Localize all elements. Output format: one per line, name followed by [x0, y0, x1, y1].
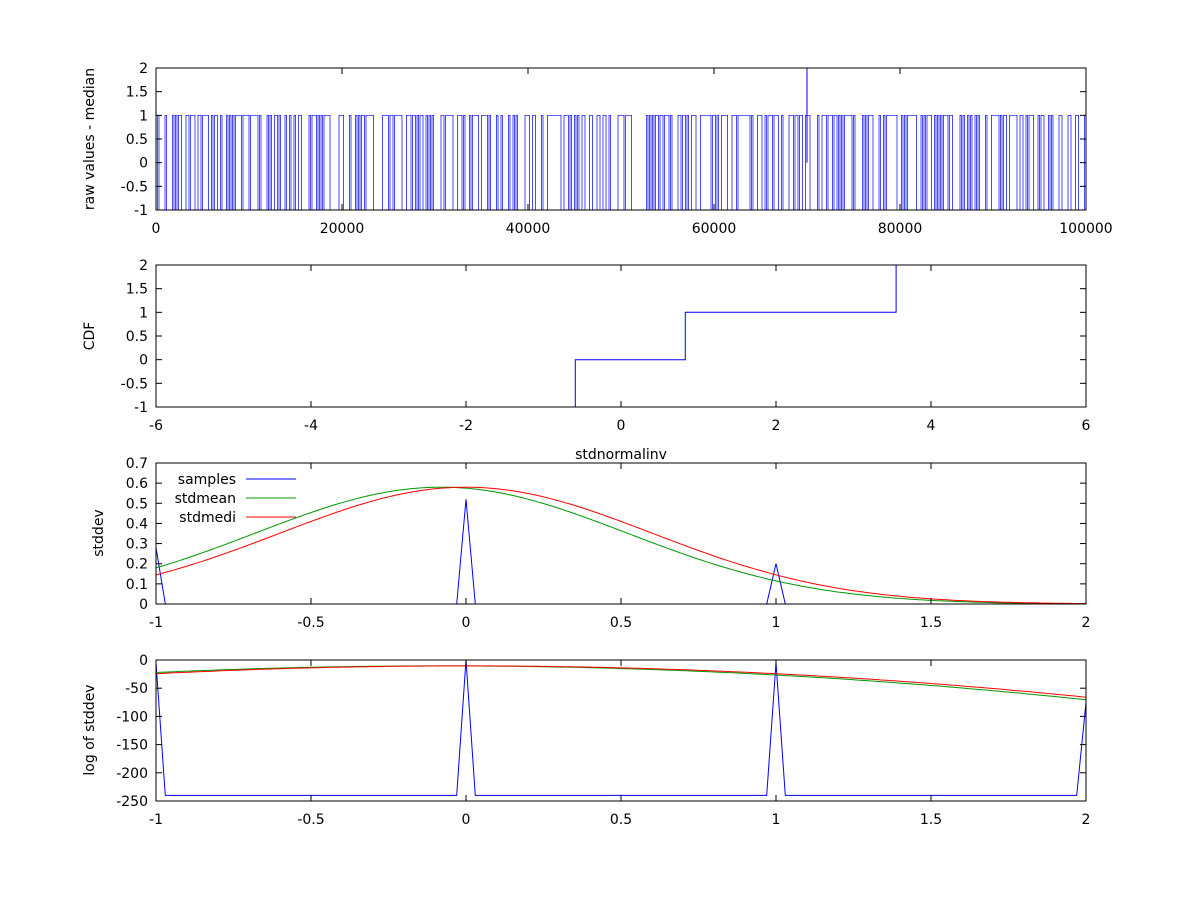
cdf-ticks: -6 -4 -2 0 2 4 6 -1 -0.5 0 0.5 1 1.5 2: [121, 258, 1091, 434]
cdf-y-tick-label: 0.5: [126, 329, 148, 345]
stddev-legend: samples stdmean stdmedi: [175, 472, 296, 526]
panel-cdf: -6 -4 -2 0 2 4 6 -1 -0.5 0 0.5 1 1.5 2 CDF stdnormali…: [82, 258, 1091, 463]
raw-values-x-tick-label: 60000: [692, 221, 737, 237]
raw-values-x-tick-label: 20000: [320, 221, 365, 237]
stddev-x-tick-label: 0.5: [610, 615, 632, 631]
raw-values-y-tick-label: 1: [139, 108, 148, 124]
raw-values-y-tick-label: -1: [134, 203, 148, 219]
stddev-x-tick-label: 1: [772, 615, 781, 631]
cdf-y-tick-label: 0: [139, 353, 148, 369]
stddev-y-tick-label: 0.6: [126, 476, 148, 492]
cdf-x-tick-label: 0: [617, 418, 626, 434]
raw-values-y-tick-label: 0.5: [126, 132, 148, 148]
log-stddev-series-line-1: [155, 665, 1087, 701]
raw-values-x-tick-label: 80000: [878, 221, 923, 237]
log-stddev-x-tick-label: -1: [149, 812, 163, 828]
log-stddev-y-tick-label: -100: [116, 709, 148, 725]
stddev-y-tick-label: 0.4: [126, 516, 148, 532]
stddev-x-tick-label: 0: [462, 615, 471, 631]
panel-log-stddev: -1 -0.5 0 0.5 1 1.5 2 -250 -200 -150 -100 -50 0 log …: [82, 653, 1090, 828]
cdf-x-tick-label: 6: [1082, 418, 1091, 434]
log-stddev-series-line-2: [155, 665, 1087, 698]
cdf-x-tick-label: -2: [459, 418, 473, 434]
stddev-legend-label: samples: [178, 472, 236, 488]
panel-raw-values: 0 20000 40000 60000 80000 100000 -1 -0.5 0 0.5 1 1.…: [82, 61, 1113, 237]
raw-values-y-axis-label: raw values - median: [82, 68, 98, 210]
stddev-y-tick-label: 0.1: [126, 577, 148, 593]
stddev-y-tick-label: 0.7: [126, 456, 148, 472]
stddev-x-tick-label: 2: [1082, 615, 1091, 631]
raw-values-y-tick-label: 0: [139, 156, 148, 172]
cdf-y-tick-label: 1: [139, 305, 148, 321]
log-stddev-y-axis-label: log of stddev: [82, 684, 98, 775]
log-stddev-x-tick-label: 1: [772, 812, 781, 828]
raw-values-x-tick-label: 0: [152, 221, 161, 237]
log-stddev-x-tick-label: 2: [1082, 812, 1091, 828]
log-stddev-y-tick-label: -250: [116, 794, 148, 810]
cdf-x-tick-label: 4: [927, 418, 936, 434]
log-stddev-y-tick-label: 0: [139, 653, 148, 669]
panel-stddev: -1 -0.5 0 0.5 1 1.5 2 0 0.1 0.2 0.3 0.4 0.5 0.6 0.7 sa…: [91, 456, 1090, 631]
cdf-y-tick-label: 2: [139, 258, 148, 274]
log-stddev-y-tick-label: -200: [116, 766, 148, 782]
log-stddev-x-tick-label: 0.5: [610, 812, 632, 828]
log-stddev-ticks: -1 -0.5 0 0.5 1 1.5 2 -250 -200 -150 -100 -50 0: [116, 653, 1090, 828]
raw-values-ticks: 0 20000 40000 60000 80000 100000 -1 -0.5 0 0.5 1 1.…: [121, 61, 1113, 237]
cdf-x-tick-label: -4: [304, 418, 318, 434]
stddev-y-tick-label: 0.3: [126, 537, 148, 553]
stddev-legend-label: stdmean: [175, 491, 236, 507]
raw-values-x-tick-label: 100000: [1059, 221, 1112, 237]
stddev-y-tick-label: 0.2: [126, 557, 148, 573]
raw-values-x-tick-label: 40000: [506, 221, 551, 237]
stddev-x-tick-label: -0.5: [297, 615, 324, 631]
stddev-legend-label: stdmedi: [179, 510, 236, 526]
log-stddev-x-tick-label: 0: [462, 812, 471, 828]
stddev-y-tick-label: 0.5: [126, 496, 148, 512]
raw-values-y-tick-label: 1.5: [126, 85, 148, 101]
cdf-y-tick-label: -1: [134, 400, 148, 416]
cdf-x-axis-label: stdnormalinv: [575, 447, 667, 463]
log-stddev-x-tick-label: -0.5: [297, 812, 324, 828]
stddev-ticks: -1 -0.5 0 0.5 1 1.5 2 0 0.1 0.2 0.3 0.4 0.5 0.6 0.7: [126, 456, 1091, 631]
cdf-y-tick-label: 1.5: [126, 282, 148, 298]
cdf-x-tick-label: 2: [772, 418, 781, 434]
raw-values-y-tick-label: 2: [139, 61, 148, 77]
cdf-y-tick-label: -0.5: [121, 376, 148, 392]
stddev-y-tick-label: 0: [139, 597, 148, 613]
log-stddev-y-tick-label: -50: [125, 681, 148, 697]
cdf-x-tick-label: -6: [149, 418, 163, 434]
stddev-y-axis-label: stddev: [91, 509, 107, 556]
log-stddev-y-tick-label: -150: [116, 738, 148, 754]
log-stddev-x-tick-label: 1.5: [920, 812, 942, 828]
stddev-x-tick-label: -1: [149, 615, 163, 631]
stddev-x-tick-label: 1.5: [920, 615, 942, 631]
raw-values-y-tick-label: -0.5: [121, 179, 148, 195]
cdf-y-axis-label: CDF: [82, 322, 98, 351]
